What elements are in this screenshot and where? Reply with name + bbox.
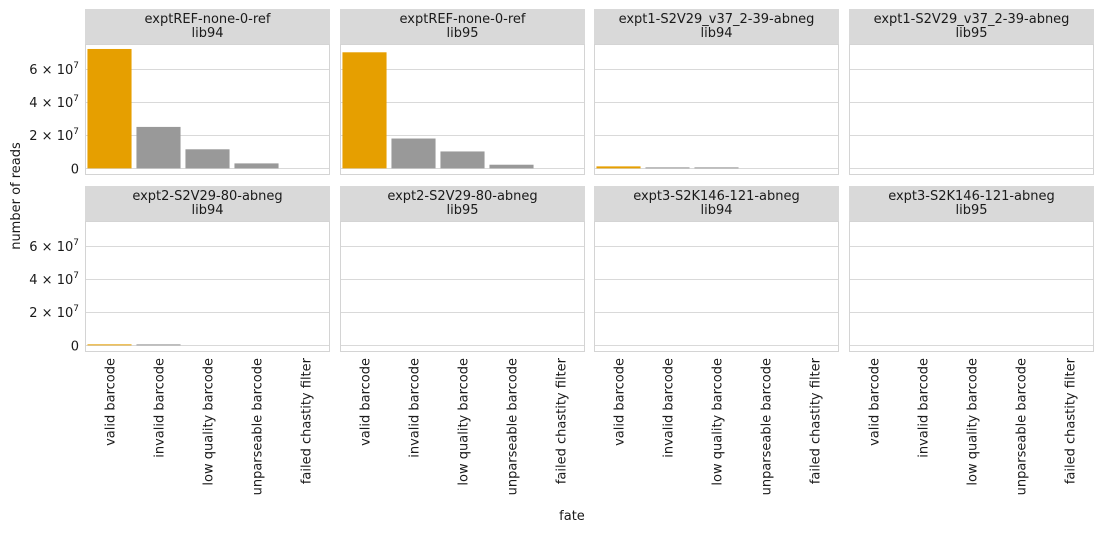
y-tick-label: 2 × 107 xyxy=(29,304,79,321)
facet-strip xyxy=(849,9,1094,44)
facet-strip-label: expt1-S2V29_v37_2-39-abneg xyxy=(874,12,1070,27)
x-tick-label: invalid barcode xyxy=(917,358,932,458)
panel-background xyxy=(594,44,839,175)
bar xyxy=(645,167,690,169)
facet-strip-label: lib95 xyxy=(446,203,478,218)
y-tick-label: 0 xyxy=(71,339,79,354)
x-tick-label: valid barcode xyxy=(868,358,883,446)
y-tick-label: 0 xyxy=(71,162,79,177)
x-axes: valid barcode invalid barcode low quality … xyxy=(104,357,1079,495)
bar xyxy=(136,126,181,169)
x-tick-label: failed chastity filter xyxy=(1064,357,1079,484)
bar xyxy=(489,164,534,169)
facet-strip xyxy=(340,186,585,221)
facet-strip-label: lib95 xyxy=(955,203,987,218)
facet-strip-label: expt3-S2K146-121-abneg xyxy=(888,189,1055,204)
facet-strip xyxy=(594,9,839,44)
x-axis-title: fate xyxy=(559,509,585,524)
x-tick-label: unparseable barcode xyxy=(1015,358,1030,495)
panel-background xyxy=(340,221,585,352)
facet-strip xyxy=(85,186,330,221)
bar xyxy=(440,151,485,169)
x-tick-label: low quality barcode xyxy=(966,358,981,486)
panel-background xyxy=(849,221,1094,352)
facet-strip-label: expt3-S2K146-121-abneg xyxy=(633,189,800,204)
bar xyxy=(136,344,181,346)
y-tick-label: 2 × 107 xyxy=(29,127,79,144)
x-tick-label: low quality barcode xyxy=(711,358,726,486)
y-tick-label: 6 × 107 xyxy=(29,238,79,255)
bar xyxy=(234,163,279,169)
facet-strip-label: lib95 xyxy=(446,26,478,41)
facet-strip xyxy=(849,186,1094,221)
bar xyxy=(185,149,230,169)
x-tick-label: low quality barcode xyxy=(202,358,217,486)
facet-strip-label: lib94 xyxy=(700,203,732,218)
bar xyxy=(694,167,739,169)
facet-strip-label: exptREF-none-0-ref xyxy=(145,12,271,27)
panel-background xyxy=(594,221,839,352)
bar xyxy=(87,48,132,169)
facet-strip xyxy=(85,9,330,44)
facet-strip-label: lib94 xyxy=(191,26,223,41)
x-tick-label: unparseable barcode xyxy=(760,358,775,495)
bar xyxy=(342,52,387,169)
x-tick-label: valid barcode xyxy=(104,358,119,446)
facet-strip-label: lib94 xyxy=(700,26,732,41)
chart-panels: exptREF-none-0-reflib94exptREF-none-0-re… xyxy=(85,9,1094,352)
x-tick-label: valid barcode xyxy=(613,358,628,446)
facet-strip-label: expt2-S2V29-80-abneg xyxy=(387,189,537,204)
x-tick-label: failed chastity filter xyxy=(555,357,570,484)
x-tick-label: invalid barcode xyxy=(408,358,423,458)
x-tick-label: failed chastity filter xyxy=(809,357,824,484)
bar xyxy=(87,344,132,346)
x-tick-label: unparseable barcode xyxy=(506,358,521,495)
panel-background xyxy=(849,44,1094,175)
facet-strip xyxy=(340,9,585,44)
x-tick-label: low quality barcode xyxy=(457,358,472,486)
facet-strip-label: exptREF-none-0-ref xyxy=(400,12,526,27)
y-axes: 0 2 × 107 4 × 107 6 × 107 0 2 × 107 4 × 107 6 ×… xyxy=(29,61,79,354)
y-tick-label: 4 × 107 xyxy=(29,94,79,111)
x-tick-label: unparseable barcode xyxy=(251,358,266,495)
facet-strip xyxy=(594,186,839,221)
y-tick-label: 4 × 107 xyxy=(29,271,79,288)
bar xyxy=(596,166,641,169)
x-tick-label: invalid barcode xyxy=(153,358,168,458)
facet-strip-label: expt2-S2V29-80-abneg xyxy=(132,189,282,204)
y-axis-title: number of reads xyxy=(9,142,24,250)
facet-strip-label: expt1-S2V29_v37_2-39-abneg xyxy=(619,12,815,27)
facet-strip-label: lib95 xyxy=(955,26,987,41)
x-tick-label: failed chastity filter xyxy=(300,357,315,484)
y-tick-label: 6 × 107 xyxy=(29,61,79,78)
x-tick-label: invalid barcode xyxy=(662,358,677,458)
bar xyxy=(391,138,436,169)
panel-background xyxy=(85,221,330,352)
x-tick-label: valid barcode xyxy=(359,358,374,446)
facet-strip-label: lib94 xyxy=(191,203,223,218)
